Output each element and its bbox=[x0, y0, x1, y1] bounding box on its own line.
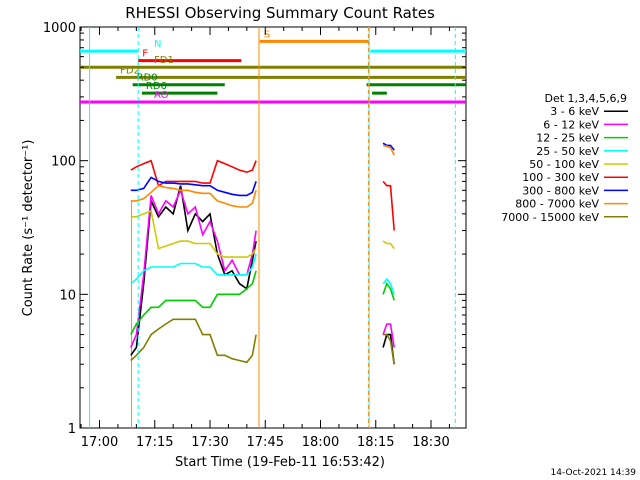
x-tick-label-17-45: 17:45 bbox=[247, 435, 284, 450]
series-line-12-25-kev-b bbox=[382, 281, 395, 301]
series-line-25-50-kev bbox=[130, 253, 257, 285]
series-line-800-7000-kev bbox=[130, 184, 257, 208]
series-line-7000-15000-kev bbox=[130, 318, 257, 364]
legend-label-100-300-kev: 100 - 300 keV bbox=[522, 171, 599, 184]
vertical-markers bbox=[89, 27, 456, 428]
x-tick-label-17-15: 17:15 bbox=[136, 435, 173, 450]
x-axis-label: Start Time (19-Feb-11 16:53:42) bbox=[175, 455, 385, 470]
legend-label-25-50-kev: 25 - 50 keV bbox=[536, 145, 599, 158]
legend-title: Det 1,3,4,5,6,9 bbox=[544, 92, 627, 105]
y-axis-label: Count Rate (s⁻¹ detector⁻¹) bbox=[21, 140, 36, 317]
corner-timestamp: 14-Oct-2021 14:39 bbox=[551, 468, 637, 478]
x-tick-label-17-00: 17:00 bbox=[81, 435, 118, 450]
series-line-12-25-kev bbox=[130, 270, 257, 335]
flag-label-s: S bbox=[264, 29, 270, 40]
legend-label-6-12-kev: 6 - 12 keV bbox=[543, 118, 599, 131]
y-tick-label-1000: 1000 bbox=[43, 21, 76, 36]
series-line-6-12-kev-b bbox=[382, 323, 395, 348]
series-layer bbox=[130, 142, 395, 428]
series-line-100-300-kev bbox=[130, 159, 257, 187]
flag-label-fd1: FD1 bbox=[154, 55, 174, 66]
flag-label-rd0: RD0 bbox=[137, 73, 158, 84]
flag-label-ao: AO bbox=[154, 90, 169, 101]
series-line-300-800-kev-b bbox=[382, 142, 395, 151]
series-line-800-7000-kev-b bbox=[382, 144, 395, 156]
series-line-50-100-kev bbox=[130, 209, 257, 258]
x-tick-label-17-30: 17:30 bbox=[191, 435, 228, 450]
legend-label-12-25-kev: 12 - 25 keV bbox=[536, 132, 599, 145]
x-tick-label-18-30: 18:30 bbox=[412, 435, 449, 450]
series-line-50-100-kev-b bbox=[382, 240, 395, 250]
x-tick-label-18-00: 18:00 bbox=[302, 435, 339, 450]
series-line-100-300-kev-b bbox=[382, 180, 395, 231]
plot-area bbox=[79, 26, 467, 429]
legend-label-300-800-kev: 300 - 800 keV bbox=[522, 184, 599, 197]
y-tick-label-10: 10 bbox=[59, 288, 76, 303]
flag-label-fd2: FD2 bbox=[120, 65, 140, 76]
y-tick-label-1: 1 bbox=[68, 422, 76, 437]
legend-label-50-100-kev: 50 - 100 keV bbox=[529, 158, 599, 171]
y-tick-label-100: 100 bbox=[51, 155, 76, 170]
series-line-25-50-kev-b bbox=[382, 277, 395, 295]
legend-label-800-7000-kev: 800 - 7000 keV bbox=[515, 198, 599, 211]
axes: 17:00 17:15 17:30 17:45 18:00 18:15 18:30 1 10 10… bbox=[43, 21, 466, 450]
flag-label-n: N bbox=[154, 39, 161, 50]
chart-title: RHESSI Observing Summary Count Rates bbox=[125, 4, 435, 22]
plot-frame bbox=[79, 26, 467, 429]
flag-label-f: F bbox=[142, 49, 148, 60]
flag-label-rd6: RD6 bbox=[146, 81, 167, 92]
legend-label-7000-15000-kev: 7000 - 15000 keV bbox=[501, 211, 599, 224]
series-line-300-800-kev bbox=[130, 176, 257, 197]
series-line-7000-15000-kev-b bbox=[383, 333, 395, 365]
legend-label-3-6-kev: 3 - 6 keV bbox=[550, 105, 599, 118]
x-tick-label-18-15: 18:15 bbox=[357, 435, 394, 450]
